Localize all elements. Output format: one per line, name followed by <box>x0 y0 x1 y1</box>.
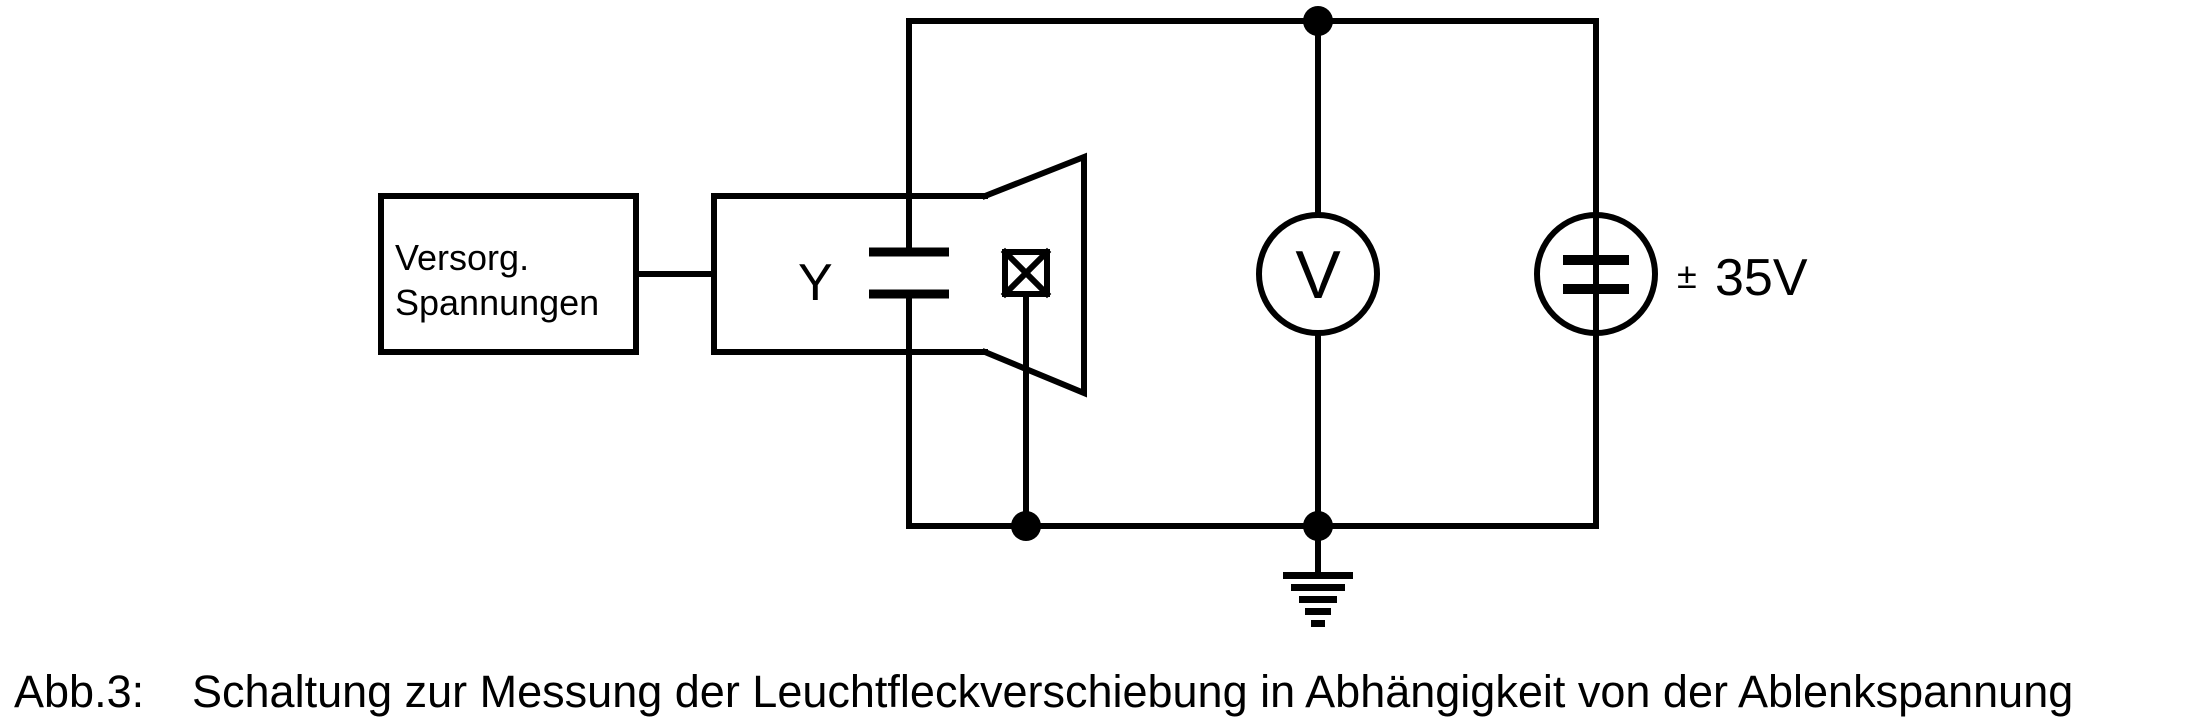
crt-neck-outline <box>711 193 988 355</box>
source-value-label: 35V <box>1715 249 1808 307</box>
dc-source-bar-lower <box>1563 284 1629 294</box>
ground-bar-2 <box>1291 584 1345 591</box>
junction-node-electrode <box>1011 511 1041 541</box>
dc-source-icon <box>1534 212 1658 336</box>
y-deflection-plates: Y <box>798 193 949 355</box>
ground-icon <box>1283 523 1353 627</box>
figure-caption-text: Schaltung zur Messung der Leuchtfleckver… <box>192 666 2074 717</box>
ground-bar-3 <box>1299 596 1337 603</box>
figure-caption: Abb.3: Schaltung zur Messung der Leuchtf… <box>14 664 2186 720</box>
electrode-cross-b <box>1000 247 1052 299</box>
circuit-frame-wire <box>906 18 1599 529</box>
figure-caption-label: Abb.3: <box>14 666 145 717</box>
dc-source-bar-upper <box>1563 255 1629 265</box>
voltmeter-branch: V <box>1256 18 1380 529</box>
dc-source-branch: ± 35V <box>1534 212 1808 336</box>
crt-tube <box>711 152 1087 398</box>
screen-electrode-icon <box>1000 247 1052 529</box>
ground-bar-4 <box>1305 608 1331 615</box>
voltmeter-symbol: V <box>1295 237 1341 313</box>
junction-node-top <box>1303 6 1333 36</box>
deflection-plate-label: Y <box>798 254 833 312</box>
supply-box: Versorg. Spannungen <box>378 193 639 355</box>
supply-box-label-line2: Spannungen <box>395 282 599 323</box>
supply-box-label-line1: Versorg. <box>395 237 529 278</box>
ground-bar-5 <box>1311 620 1325 627</box>
ground-bar-1 <box>1283 572 1353 579</box>
crt-screen-cone-outline <box>981 152 1087 398</box>
source-sign: ± <box>1677 255 1697 296</box>
